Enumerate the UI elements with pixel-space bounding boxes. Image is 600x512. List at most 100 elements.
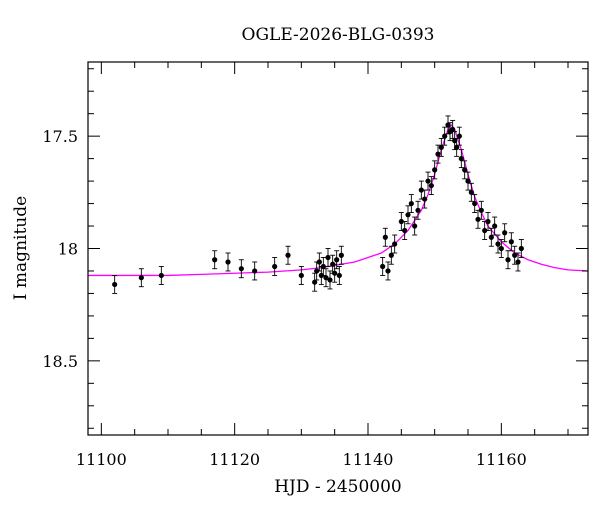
marker	[298, 272, 304, 279]
data-point	[515, 252, 521, 272]
marker	[468, 189, 474, 195]
data-point	[272, 257, 278, 276]
marker	[478, 207, 484, 213]
data-point	[398, 212, 404, 231]
marker	[432, 167, 438, 173]
marker	[392, 241, 398, 247]
marker	[380, 263, 386, 270]
chart-title: OGLE-2026-BLG-0393	[242, 25, 435, 45]
marker	[465, 178, 471, 184]
data-point	[402, 221, 408, 240]
data-point	[338, 245, 344, 265]
model-curve	[88, 123, 588, 277]
data-point	[138, 268, 144, 288]
y-tick-label: 17.5	[42, 127, 78, 146]
x-tick-label: 11120	[209, 450, 260, 469]
data-point	[158, 266, 164, 285]
data-point	[485, 212, 491, 231]
marker	[482, 227, 488, 234]
marker	[462, 167, 468, 173]
data-point	[482, 221, 488, 240]
data-point	[468, 182, 474, 202]
x-tick-label: 11140	[343, 450, 394, 469]
marker	[472, 200, 478, 207]
y-axis-label: I magnitude	[11, 196, 31, 300]
marker	[405, 212, 411, 218]
marker	[158, 272, 164, 279]
marker	[425, 178, 431, 184]
data-point	[285, 245, 291, 265]
marker	[138, 275, 144, 281]
marker	[402, 227, 408, 234]
data-point	[225, 252, 231, 272]
marker	[238, 266, 244, 272]
marker	[458, 156, 464, 162]
data-point	[428, 176, 434, 196]
data-point	[518, 239, 524, 258]
data-point	[325, 248, 331, 267]
marker	[382, 234, 388, 240]
data-point	[462, 160, 468, 180]
marker	[422, 196, 428, 202]
marker	[408, 200, 414, 207]
marker	[252, 268, 258, 274]
data-point	[388, 245, 394, 265]
marker	[285, 252, 291, 258]
data-point	[438, 137, 444, 157]
marker	[502, 230, 508, 236]
marker	[316, 259, 322, 265]
marker	[450, 126, 456, 133]
marker	[385, 268, 391, 274]
marker	[438, 144, 444, 150]
data-point	[425, 171, 431, 191]
data-point	[380, 257, 386, 276]
marker	[498, 245, 504, 252]
data-point	[475, 209, 481, 229]
x-axis-label: HJD - 2450000	[274, 477, 402, 497]
data-point	[472, 194, 478, 213]
data-point	[495, 234, 501, 254]
marker	[334, 257, 340, 263]
x-tick-label: 11100	[76, 450, 127, 469]
plot-frame	[87, 61, 589, 436]
data-point	[320, 257, 326, 276]
data-point	[488, 227, 494, 247]
marker	[338, 252, 344, 258]
data-point	[316, 252, 322, 272]
data-point	[512, 245, 518, 265]
data-point	[112, 275, 118, 294]
marker	[412, 223, 418, 229]
marker	[398, 218, 404, 225]
data-point	[327, 270, 333, 290]
data-point	[458, 149, 464, 169]
marker	[445, 122, 451, 128]
y-tick-label: 18	[58, 240, 78, 259]
marker	[452, 138, 458, 144]
marker	[518, 245, 524, 252]
marker	[488, 234, 494, 240]
data-point	[405, 205, 411, 225]
data-point	[415, 200, 421, 220]
marker	[508, 239, 514, 245]
data-point	[408, 194, 414, 213]
marker	[320, 263, 326, 270]
marker	[325, 254, 331, 261]
marker	[456, 133, 462, 139]
data-point	[456, 126, 462, 146]
marker	[505, 257, 511, 263]
marker	[225, 259, 231, 265]
data-point	[432, 160, 438, 180]
data-point	[442, 126, 448, 146]
data-point	[298, 266, 304, 285]
data-point	[332, 263, 338, 283]
data-point	[314, 261, 320, 281]
marker	[327, 277, 333, 283]
marker	[495, 241, 501, 247]
data-point	[508, 232, 514, 252]
marker	[272, 263, 278, 270]
data-point	[238, 259, 244, 279]
data-point	[385, 261, 391, 281]
marker	[388, 252, 394, 258]
marker	[112, 281, 118, 288]
